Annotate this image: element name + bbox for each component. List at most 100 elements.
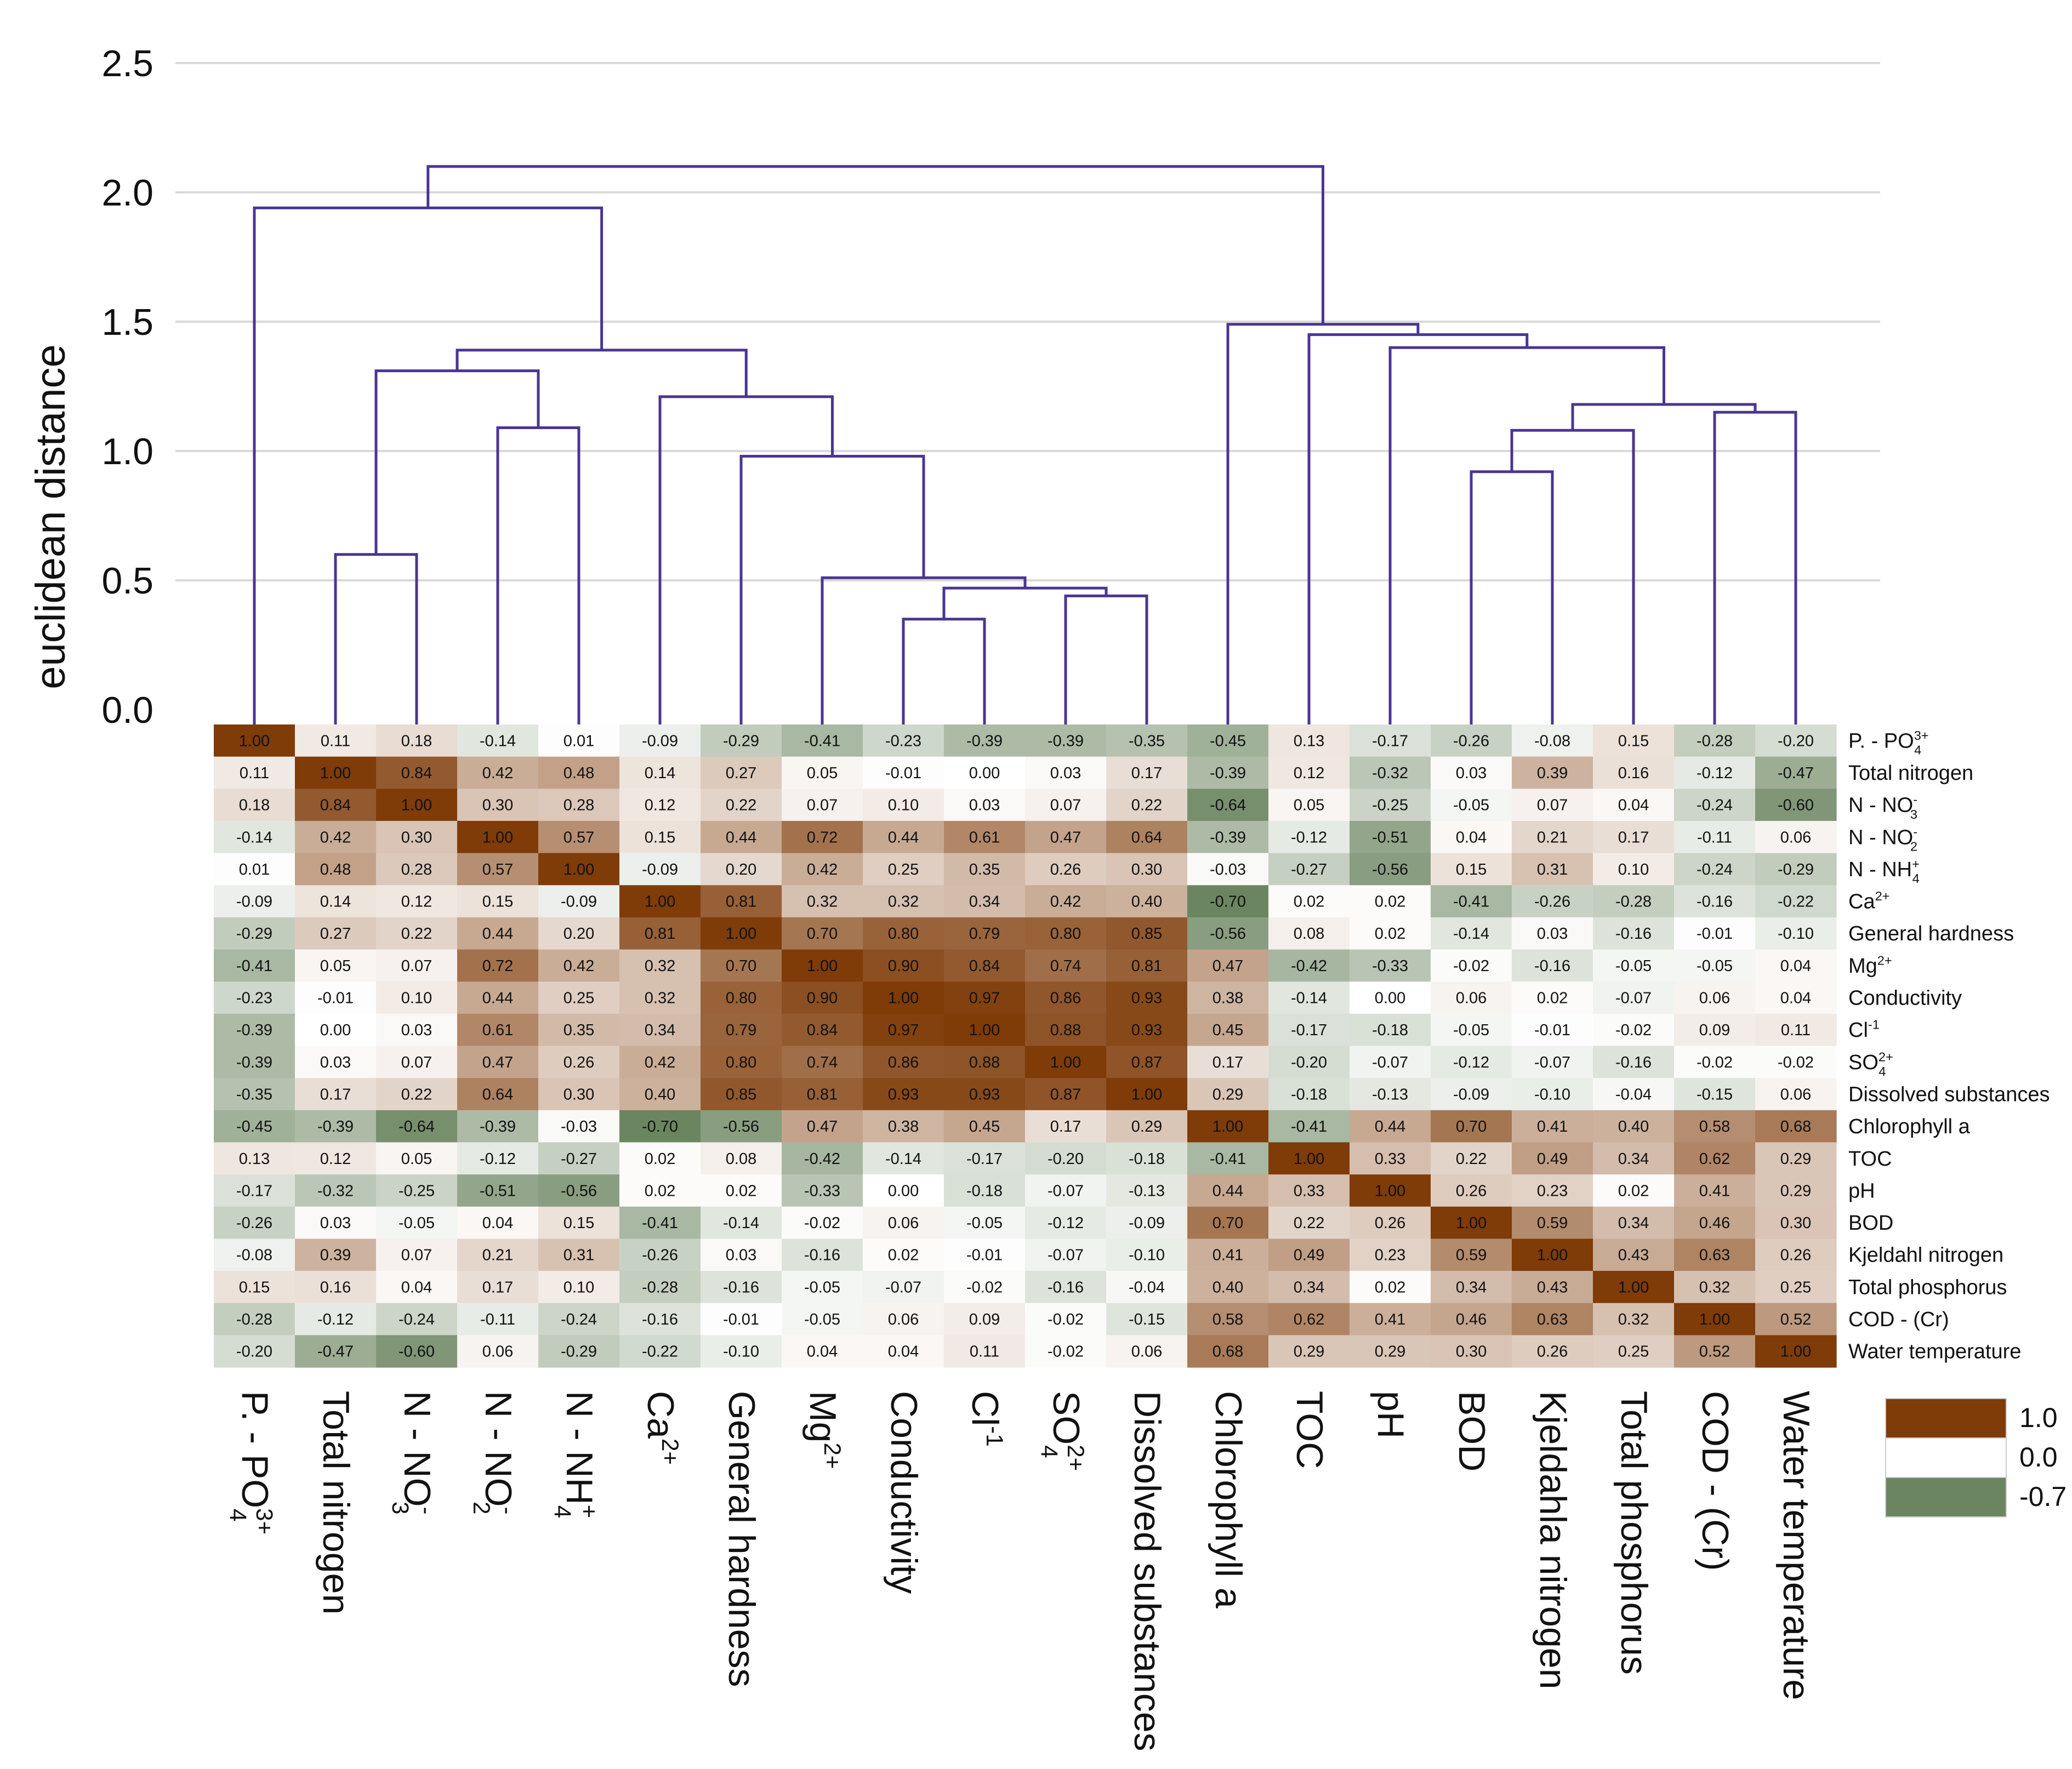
column-label: Kjeldahla nitrogen xyxy=(1532,1391,1574,1689)
cell-value: 0.03 xyxy=(1050,764,1081,782)
heatmap-cell xyxy=(863,1078,944,1111)
cell-value: -0.02 xyxy=(1615,1022,1652,1039)
heatmap-cell xyxy=(1350,853,1431,886)
heatmap-cell xyxy=(214,1046,295,1078)
heatmap-cell xyxy=(1187,724,1269,757)
heatmap-cell xyxy=(619,1335,701,1368)
cell-value: -0.09 xyxy=(1453,1086,1489,1103)
cell-value: 0.70 xyxy=(1213,1214,1243,1232)
heatmap-cell xyxy=(782,724,863,757)
column-label: SO2+4 xyxy=(1037,1391,1089,1471)
cell-value: 0.43 xyxy=(1537,1279,1568,1296)
heatmap-cell xyxy=(1431,1303,1512,1336)
heatmap-cell xyxy=(1268,724,1350,757)
heatmap-cell xyxy=(1755,724,1837,757)
cell-value: 0.41 xyxy=(1699,1182,1730,1200)
cell-value: 0.11 xyxy=(240,764,269,782)
cell-value: 1.00 xyxy=(1537,1247,1568,1264)
heatmap-cell xyxy=(1431,1110,1512,1143)
cell-value: 0.30 xyxy=(401,829,432,846)
heatmap-cell xyxy=(1268,1142,1350,1175)
cell-value: -0.39 xyxy=(1210,829,1246,846)
cell-value: 0.64 xyxy=(482,1086,513,1103)
heatmap-cell xyxy=(376,724,458,757)
cell-value: -0.20 xyxy=(1291,1054,1327,1071)
heatmap-cell xyxy=(1674,724,1756,757)
cell-value: -0.28 xyxy=(1615,893,1652,911)
heatmap-cell xyxy=(1350,1206,1431,1239)
legend-swatch xyxy=(1885,1437,2007,1478)
heatmap-cell xyxy=(1350,1303,1431,1336)
cell-value: 0.22 xyxy=(401,925,432,943)
heatmap-cell xyxy=(944,1335,1026,1368)
row-label: BOD xyxy=(1848,1212,1893,1235)
cell-value: 0.17 xyxy=(1213,1054,1243,1071)
heatmap-cell xyxy=(1512,724,1593,757)
heatmap-cell xyxy=(944,1239,1026,1271)
heatmap-cell xyxy=(619,1174,701,1207)
cell-value: 0.04 xyxy=(1780,957,1811,975)
heatmap-cell xyxy=(1350,724,1431,757)
heatmap-cell xyxy=(457,1206,539,1239)
cell-value: 0.70 xyxy=(807,925,838,943)
heatmap-cell xyxy=(457,917,539,950)
cell-value: 0.30 xyxy=(1131,861,1162,878)
heatmap-cell xyxy=(1431,1271,1512,1304)
heatmap-cell xyxy=(1268,1046,1350,1078)
row-label: Ca2+ xyxy=(1848,889,1889,913)
cell-value: -0.26 xyxy=(1534,893,1570,911)
cell-value: -0.17 xyxy=(236,1182,272,1200)
heatmap-cell xyxy=(619,756,701,789)
heatmap-cell xyxy=(1755,981,1837,1014)
cell-value: 0.74 xyxy=(1050,957,1081,975)
heatmap-cell xyxy=(1025,1142,1107,1175)
cell-value: 0.84 xyxy=(401,764,432,782)
heatmap-cell xyxy=(863,789,944,821)
cell-value: -0.28 xyxy=(642,1279,678,1296)
cell-value: -0.12 xyxy=(1048,1214,1084,1232)
heatmap-cell xyxy=(863,1142,944,1175)
heatmap-cell xyxy=(1674,1078,1756,1111)
cell-value: 0.02 xyxy=(1294,893,1324,911)
cell-value: -0.13 xyxy=(1372,1086,1408,1103)
column-label: Mg2+ xyxy=(802,1391,845,1469)
cell-value: 0.63 xyxy=(1537,1311,1568,1328)
heatmap-cell xyxy=(295,756,377,789)
cell-value: -0.26 xyxy=(642,1247,678,1264)
heatmap-cell xyxy=(782,1335,863,1368)
heatmap-cell xyxy=(619,1271,701,1304)
heatmap-cell xyxy=(1187,820,1269,854)
cell-value: -0.01 xyxy=(317,990,354,1007)
heatmap-cell xyxy=(782,949,863,982)
heatmap-cell xyxy=(1593,1013,1675,1047)
cell-value: 0.05 xyxy=(401,1150,432,1168)
heatmap-cell xyxy=(214,820,295,854)
cell-value: -0.05 xyxy=(399,1214,435,1232)
cell-value: 0.32 xyxy=(807,893,838,911)
cell-value: 0.97 xyxy=(969,990,1000,1007)
cell-value: 0.04 xyxy=(401,1279,432,1296)
cell-value: -0.14 xyxy=(236,829,272,846)
cell-value: 0.09 xyxy=(969,1311,1000,1328)
cell-value: 0.15 xyxy=(645,829,675,846)
heatmap-cell xyxy=(944,885,1026,918)
cell-value: 0.02 xyxy=(1375,893,1405,911)
cell-value: -0.32 xyxy=(317,1182,354,1200)
cell-value: -0.41 xyxy=(1210,1150,1246,1168)
y-tick-label: 1.5 xyxy=(101,301,153,343)
heatmap-cell xyxy=(619,981,701,1014)
heatmap-cell xyxy=(457,885,539,918)
cell-value: 0.26 xyxy=(1375,1214,1405,1232)
cell-value: -0.24 xyxy=(1697,797,1733,814)
heatmap-cell xyxy=(1268,949,1350,982)
cell-value: 0.79 xyxy=(726,1022,756,1039)
cell-value: 0.21 xyxy=(482,1247,513,1264)
heatmap-cell xyxy=(1187,981,1269,1014)
heatmap-cell xyxy=(538,885,620,918)
heatmap-cell xyxy=(619,885,701,918)
row-label: Chlorophyll a xyxy=(1848,1115,1971,1138)
heatmap-cell xyxy=(1025,1335,1107,1368)
cell-value: 0.11 xyxy=(321,732,350,750)
heatmap-cell xyxy=(1755,1271,1837,1304)
cell-value: 1.00 xyxy=(482,829,513,846)
